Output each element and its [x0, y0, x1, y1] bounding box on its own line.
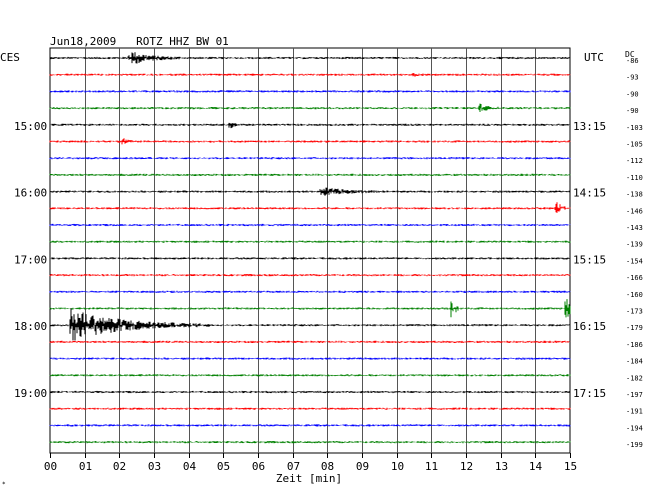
chart-title: Jun18,2009 ROTZ HHZ BW 01: [50, 35, 229, 48]
x-tick-label: 02: [113, 460, 126, 473]
left-hour-label: 16:00: [14, 187, 47, 200]
x-tick-label: 04: [183, 460, 197, 473]
dc-offset-label: -139: [626, 241, 643, 249]
dc-offset-label: -146: [626, 207, 643, 215]
trace-row-0: [49, 52, 571, 64]
trace-row-20: [49, 390, 571, 394]
dc-offset-label: -184: [626, 358, 643, 366]
trace-row-5: [49, 138, 571, 145]
right-hour-label: 14:15: [573, 187, 606, 200]
x-tick-label: 15: [564, 460, 577, 473]
x-tick-label: 05: [217, 460, 230, 473]
right-hour-label: 16:15: [573, 320, 606, 333]
dc-offset-label: -197: [626, 391, 643, 399]
x-tick-label: 11: [425, 460, 438, 473]
right-hour-label: 13:15: [573, 120, 606, 133]
trace-row-23: [49, 441, 571, 444]
x-tick-label: 03: [148, 460, 161, 473]
dc-offset-label: -93: [626, 74, 639, 82]
dc-offset-label: -143: [626, 224, 643, 232]
trace-row-12: [49, 257, 571, 260]
trace-row-16: [49, 308, 571, 341]
trace-row-22: [49, 424, 571, 427]
dc-offset-label: -160: [626, 291, 643, 299]
dc-header-label: DC: [625, 50, 635, 59]
left-hour-label: 18:00: [14, 320, 47, 333]
x-tick-label: 06: [252, 460, 265, 473]
right-timezone-label: UTC: [584, 51, 604, 64]
x-tick-label: 01: [79, 460, 92, 473]
trace-row-18: [49, 357, 571, 360]
dc-offset-label: -173: [626, 308, 643, 316]
trace-row-11: [49, 240, 571, 243]
dc-offset-label: -194: [626, 424, 643, 432]
label-layer: Jun18,2009 ROTZ HHZ BW 01 CES UTC DC Zei…: [0, 35, 643, 488]
x-tick-label: 00: [44, 460, 57, 473]
trace-row-21: [49, 407, 571, 410]
dc-offset-label: -90: [626, 90, 639, 98]
dc-offset-label: -110: [626, 174, 643, 182]
dc-offset-label: -138: [626, 191, 643, 199]
left-hour-label: 15:00: [14, 120, 47, 133]
plot-frame: [49, 47, 571, 454]
x-axis-label: Zeit [min]: [276, 472, 342, 485]
trace-row-17: [49, 340, 571, 343]
dc-offset-label: -90: [626, 107, 639, 115]
x-tick-label: 13: [495, 460, 508, 473]
x-tick-label: 14: [529, 460, 543, 473]
right-hour-label: 15:15: [573, 253, 606, 266]
left-hour-label: 19:00: [14, 387, 47, 400]
trace-row-8: [49, 187, 571, 196]
dc-offset-label: -154: [626, 257, 643, 265]
x-tick-label: 12: [460, 460, 473, 473]
dc-offset-label: -191: [626, 408, 643, 416]
corner-mark: *: [2, 481, 6, 488]
trace-row-9: [49, 202, 571, 213]
dc-offset-label: -166: [626, 274, 643, 282]
x-tick-label: 07: [287, 460, 300, 473]
trace-row-4: [49, 122, 571, 129]
trace-row-1: [49, 73, 571, 77]
left-hour-label: 17:00: [14, 253, 47, 266]
trace-row-13: [49, 274, 571, 277]
right-hour-label: 17:15: [573, 387, 606, 400]
x-tick-label: 09: [356, 460, 369, 473]
trace-row-10: [49, 223, 571, 227]
trace-row-19: [49, 374, 571, 377]
dc-offset-label: -103: [626, 124, 643, 132]
left-timezone-label: CES: [0, 51, 20, 64]
dc-offset-label: -182: [626, 374, 643, 382]
dc-offset-label: -199: [626, 441, 643, 449]
dc-offset-label: -112: [626, 157, 643, 165]
trace-row-14: [49, 290, 571, 293]
trace-row-3: [49, 103, 571, 112]
trace-layer: [49, 52, 571, 444]
x-tick-label: 10: [391, 460, 404, 473]
trace-row-15: [49, 299, 571, 318]
x-tick-label: 08: [321, 460, 334, 473]
grid-layer: [49, 47, 571, 458]
trace-row-6: [49, 157, 571, 160]
trace-row-7: [49, 173, 571, 176]
dc-offset-label: -186: [626, 341, 643, 349]
dc-offset-label: -105: [626, 141, 643, 149]
dc-offset-label: -86: [626, 57, 639, 65]
dc-offset-label: -179: [626, 324, 643, 332]
trace-row-2: [49, 90, 571, 93]
